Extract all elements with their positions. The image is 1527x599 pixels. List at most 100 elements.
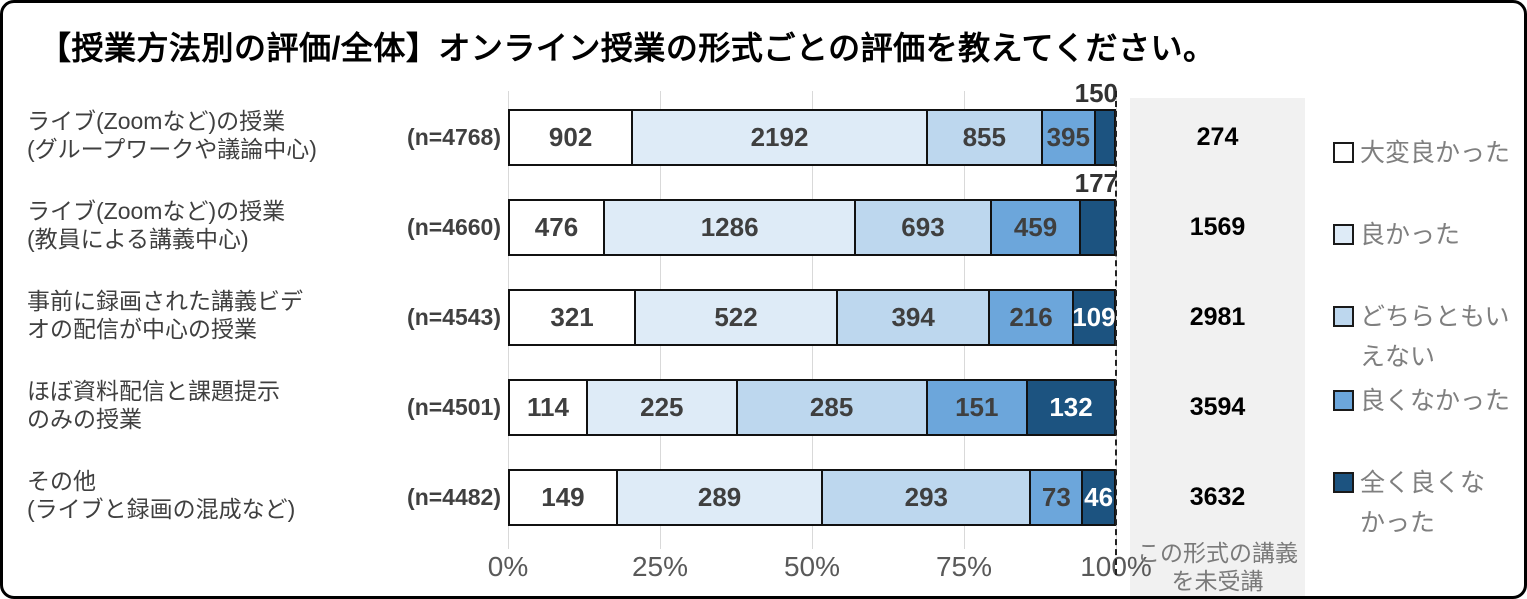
chart-title: 【授業方法別の評価/全体】オンライン授業の形式ごとの評価を教えてください。 (39, 30, 1216, 66)
segment-value: 132 (1049, 392, 1093, 422)
category-label-line: (ライブと録画の混成など) (27, 496, 296, 522)
bar-segment-全く良くなかった (1093, 111, 1114, 164)
bar-segment-良かった: 289 (615, 471, 822, 524)
bar-segment-良くなかった: 73 (1029, 471, 1082, 524)
not-attended-value: 3594 (1189, 393, 1246, 421)
segment-value: 476 (534, 212, 579, 242)
legend-item-大変良かった: 大変良かった (1333, 133, 1510, 173)
legend-swatch (1333, 390, 1354, 411)
legend-swatch (1333, 224, 1354, 245)
category-label: ほぼ資料配信と課題提示 のみの授業 (27, 377, 372, 433)
category-label-line: ライブ(Zoomなど)の授業 (27, 198, 286, 224)
bar-segment-どちらともいえない: 293 (821, 471, 1030, 524)
segment-value: 216 (1009, 302, 1053, 332)
legend-label-line: 良かった (1360, 221, 1461, 249)
bar-segment-全く良くなかった (1079, 201, 1114, 254)
segment-value: 225 (640, 392, 684, 422)
bar-segment-全く良くなかった: 132 (1026, 381, 1114, 434)
segment-value: 855 (962, 122, 1006, 152)
legend-label-line: 全く良くな (1360, 469, 1486, 497)
bar-segment-全く良くなかった: 109 (1071, 291, 1116, 344)
sample-size-label: (n=4482) (407, 484, 501, 510)
segment-value: 109 (1072, 302, 1116, 332)
legend-item-どちらともいえない: どちらともい えない (1333, 297, 1510, 377)
not-attended-header-line1: この形式の講義 (1137, 540, 1298, 566)
segment-value: 149 (541, 482, 585, 512)
legend-label: 良かった (1360, 215, 1460, 255)
category-label: その他 (ライブと録画の混成など) (27, 467, 372, 523)
bar-segment-大変良かった: 149 (510, 471, 616, 524)
bar-segment-どちらともいえない: 855 (925, 111, 1041, 164)
not-attended-value: 1569 (1189, 213, 1246, 241)
stacked-bar: 114 225 285 151 132 (508, 379, 1116, 436)
legend: 大変良かった 良かったどちらともい えない良くなかった 全く良くなかった (1333, 3, 1524, 596)
segment-value: 293 (904, 482, 949, 512)
legend-label-line: かった (1360, 509, 1436, 537)
category-label-line: その他 (27, 468, 96, 494)
category-label-line: (グループワークや議論中心) (27, 136, 317, 162)
segment-value: 2192 (750, 122, 809, 152)
segment-value: 1286 (700, 212, 759, 242)
bar-segment-大変良かった: 321 (510, 291, 635, 344)
bar-segment-大変良かった: 476 (510, 201, 603, 254)
bar-segment-良かった: 2192 (631, 111, 926, 164)
segment-value: 289 (697, 482, 742, 512)
bar-segment-全く良くなかった: 46 (1081, 471, 1114, 524)
not-attended-value: 274 (1196, 123, 1239, 151)
bar-segment-大変良かった: 114 (510, 381, 586, 434)
category-label-line: (教員による講義中心) (27, 226, 249, 252)
sample-size-label: (n=4543) (407, 304, 501, 330)
legend-label: 大変良かった (1360, 133, 1510, 173)
segment-value: 46 (1084, 482, 1114, 512)
bar-segment-良くなかった: 459 (989, 201, 1080, 254)
bar-segment-良くなかった: 395 (1040, 111, 1094, 164)
legend-item-良かった: 良かった (1333, 215, 1460, 255)
legend-label-line: 大変良かった (1360, 139, 1511, 167)
segment-value: 459 (1013, 212, 1058, 242)
segment-value: 73 (1041, 482, 1071, 512)
category-label: 事前に録画された講義ビデ オの配信が中心の授業 (27, 287, 372, 343)
category-label-line: のみの授業 (27, 406, 142, 432)
category-label-line: ライブ(Zoomなど)の授業 (27, 108, 286, 134)
segment-value: 394 (891, 302, 935, 332)
segment-value: 522 (714, 302, 758, 332)
legend-swatch (1333, 472, 1354, 493)
segment-value-outside: 150 (1074, 78, 1118, 108)
legend-swatch (1333, 142, 1354, 163)
legend-label: 良くなかった (1360, 381, 1510, 421)
category-label: ライブ(Zoomなど)の授業 (グループワークや議論中心) (27, 107, 372, 163)
category-label: ライブ(Zoomなど)の授業 (教員による講義中心) (27, 197, 372, 253)
bar-segment-良かった: 1286 (603, 201, 855, 254)
segment-value: 321 (550, 302, 594, 332)
bar-segment-良くなかった: 216 (988, 291, 1072, 344)
legend-swatch (1333, 306, 1354, 327)
sample-size-label: (n=4501) (407, 394, 501, 420)
legend-label: 全く良くな かった (1360, 463, 1485, 543)
stacked-bar: 902 2192 855 395 150 (508, 78, 1118, 166)
bar-segment-良かった: 522 (634, 291, 836, 344)
category-label-line: ほぼ資料配信と課題提示 (27, 378, 280, 404)
bar-segment-どちらともいえない: 693 (854, 201, 990, 254)
stacked-bar: 149 289 293 73 46 (508, 469, 1116, 526)
bar-segment-大変良かった: 902 (510, 111, 632, 164)
segment-value: 693 (901, 212, 945, 242)
segment-value: 902 (548, 122, 593, 152)
x-axis-tick-25%: 25% (631, 551, 689, 582)
not-attended-header-line2: を未受講 (1171, 568, 1264, 594)
bar-segment-良くなかった: 151 (925, 381, 1027, 434)
x-axis-tick-50%: 50% (783, 551, 841, 582)
category-label-line: オの配信が中心の授業 (27, 316, 257, 342)
sample-size-label: (n=4768) (407, 124, 501, 150)
legend-label: どちらともい えない (1360, 297, 1510, 377)
segment-value-outside: 177 (1074, 168, 1118, 198)
legend-label-line: 良くなかった (1360, 387, 1511, 415)
segment-value: 151 (955, 392, 999, 422)
legend-item-良くなかった: 良くなかった (1333, 381, 1510, 421)
legend-label-line: えない (1360, 343, 1436, 371)
stacked-bar: 321 522 394 216 109 (508, 289, 1116, 346)
bar-segment-どちらともいえない: 394 (835, 291, 989, 344)
bar-segment-どちらともいえない: 285 (735, 381, 926, 434)
not-attended-panel (1130, 98, 1305, 596)
not-attended-value: 3632 (1189, 483, 1246, 511)
